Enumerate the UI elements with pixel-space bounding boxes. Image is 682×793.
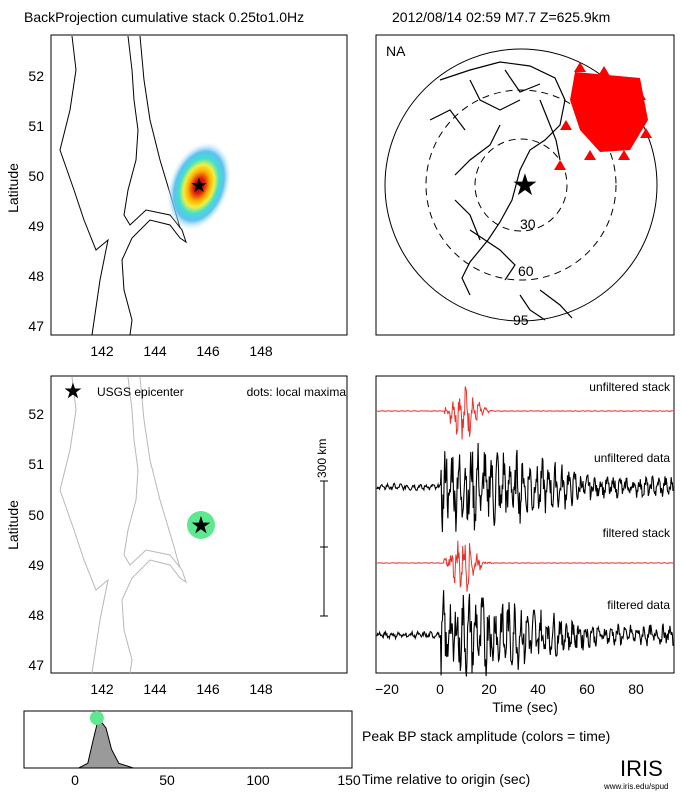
bottom-map: ★ ★ USGS epicenter dots: local maxima 30… (5, 375, 348, 697)
peak-area (24, 720, 352, 769)
scale-label: 300 km (315, 439, 329, 478)
traces-xlabel: Time (sec) (492, 699, 558, 715)
epicenter-globe-star-icon: ★ (512, 169, 539, 202)
globe-frame (375, 34, 675, 336)
trace-label: filtered data (607, 598, 670, 612)
scale-bar (320, 480, 328, 617)
coastline-mainland-gray (59, 376, 109, 674)
lat-tick: 49 (28, 557, 44, 573)
epicenter-star-icon: ★ (192, 515, 210, 537)
trace-label: filtered stack (603, 526, 671, 540)
bottom-map-lon-ticks: 142 144 146 148 (90, 681, 273, 697)
trace-label: unfiltered stack (589, 380, 671, 394)
peak-title: Peak BP stack amplitude (colors = time) (362, 728, 610, 744)
coastline-sakhalin-east-gray (139, 376, 181, 569)
x-tick: 0 (71, 772, 79, 788)
event-info: 2012/08/14 02:59 M7.7 Z=625.9km (392, 9, 610, 25)
figure-title: BackProjection cumulative stack 0.25to1.… (24, 9, 304, 25)
lat-tick: 52 (28, 68, 44, 84)
peak-frame (23, 710, 353, 769)
top-map-lon-ticks: 142 144 146 148 (90, 343, 273, 359)
logo-url: www.iris.edu/spud (603, 782, 668, 791)
coastline-mainland (59, 35, 109, 336)
lon-tick: 144 (143, 343, 167, 359)
x-tick: 40 (530, 681, 546, 697)
globe-outline (384, 48, 658, 322)
legend-epicenter: USGS epicenter (97, 385, 184, 399)
lat-tick: 50 (28, 168, 44, 184)
x-tick: 0 (436, 681, 444, 697)
trace-filtered-stack (376, 540, 673, 592)
lon-tick: 146 (196, 343, 220, 359)
legend-star-icon: ★ (65, 381, 81, 401)
lat-tick: 47 (28, 318, 44, 334)
peak-xlabel: Time relative to origin (sec) (362, 771, 530, 787)
x-tick: 150 (337, 772, 361, 788)
traces-x-ticks: −20 0 20 40 60 80 (375, 681, 644, 697)
distance-ring-30 (474, 138, 568, 232)
traces-frame (375, 375, 675, 674)
lat-tick: 51 (28, 456, 44, 472)
lon-tick: 142 (90, 681, 114, 697)
lon-tick: 148 (249, 343, 273, 359)
ring-label-60: 60 (518, 263, 534, 279)
landmass-outline (429, 61, 573, 321)
legend-dots: dots: local maxima (247, 385, 347, 399)
lat-tick: 50 (28, 507, 44, 523)
x-tick: 100 (246, 772, 270, 788)
trace-unfiltered-stack (377, 386, 674, 440)
top-map: ★ 52 51 50 49 48 47 142 144 146 148 Lati… (5, 34, 348, 359)
x-tick: 80 (628, 681, 644, 697)
distance-ring-60 (425, 89, 617, 281)
logo-name: IRIS (620, 756, 663, 781)
bottom-map-frame (50, 375, 348, 674)
x-tick: 20 (481, 681, 497, 697)
peak-panel: 0 50 100 150 Peak BP stack amplitude (co… (23, 710, 610, 788)
x-tick: 50 (159, 772, 175, 788)
lon-tick: 144 (143, 681, 167, 697)
top-map-ylabel: Latitude (5, 163, 21, 213)
x-tick: −20 (375, 681, 399, 697)
trace-filtered-data (376, 590, 674, 677)
x-tick: 60 (579, 681, 595, 697)
globe-region-label: NA (386, 43, 406, 59)
epicenter-star-icon: ★ (190, 175, 208, 197)
ring-label-30: 30 (520, 216, 536, 232)
lat-tick: 47 (28, 657, 44, 673)
lat-tick: 48 (28, 607, 44, 623)
station-cluster (554, 62, 652, 170)
lon-tick: 142 (90, 343, 114, 359)
bottom-map-ylabel: Latitude (5, 500, 21, 550)
lat-tick: 52 (28, 406, 44, 422)
top-map-frame (50, 34, 348, 336)
bottom-map-lat-ticks: 52 51 50 49 48 47 (28, 406, 44, 673)
peak-x-ticks: 0 50 100 150 (71, 772, 361, 788)
lon-tick: 148 (249, 681, 273, 697)
coastline-sakhalin-gray (121, 376, 187, 674)
lat-tick: 51 (28, 118, 44, 134)
trace-label: unfiltered data (594, 451, 670, 465)
trace-unfiltered-data (376, 442, 674, 533)
lon-tick: 146 (196, 681, 220, 697)
ring-label-95: 95 (513, 312, 529, 328)
iris-logo: IRIS www.iris.edu/spud (603, 756, 668, 791)
backprojection-heatmap (166, 141, 232, 231)
top-map-lat-ticks: 52 51 50 49 48 47 (28, 68, 44, 334)
lat-tick: 48 (28, 268, 44, 284)
trace-layer (376, 386, 674, 677)
globe-panel: ★ NA 30 60 95 (375, 34, 675, 336)
lat-tick: 49 (28, 218, 44, 234)
peak-marker-dot (89, 711, 104, 725)
local-maximum-dot (187, 511, 215, 539)
traces-panel: unfiltered stack unfiltered data filtere… (375, 375, 675, 715)
